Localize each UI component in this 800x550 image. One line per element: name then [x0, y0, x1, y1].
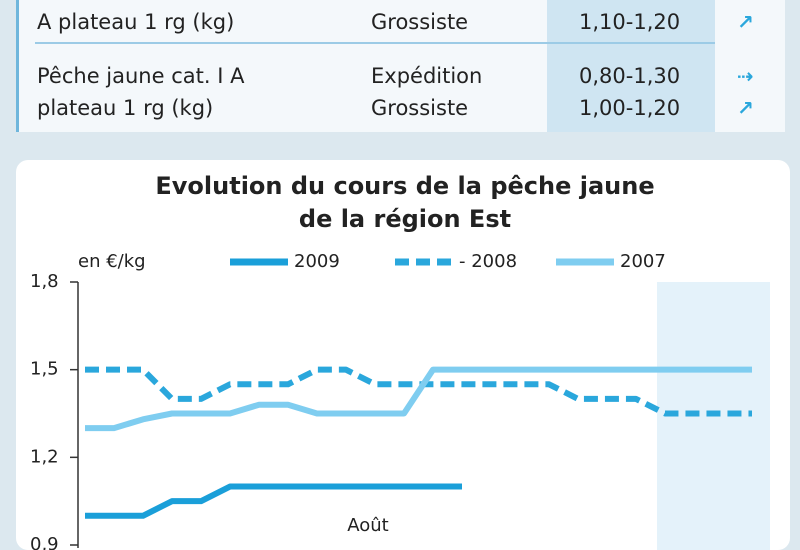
- trend-arrow: ↗: [737, 96, 754, 120]
- market: Grossiste: [371, 10, 469, 34]
- market: Expédition: [371, 64, 483, 88]
- y-tick-label: 1,8: [30, 271, 59, 292]
- row-separator: [35, 42, 715, 44]
- annotation: Août: [347, 515, 388, 536]
- legend-label: 2009: [294, 251, 340, 272]
- product: plateau 1 rg (kg): [37, 96, 214, 120]
- trend-arrow: ↗: [737, 10, 754, 34]
- chart-title: de la région Est: [299, 205, 511, 233]
- series-line: [85, 483, 462, 519]
- price-table: A plateau 1 rg (kg) Grossiste 1,10-1,20 …: [16, 0, 785, 132]
- product: Pêche jaune cat. I A: [37, 64, 245, 88]
- chart-title: Evolution du cours de la pêche jaune: [155, 172, 654, 200]
- y-tick-label: 0,9: [30, 534, 59, 550]
- product: A plateau 1 rg (kg): [37, 10, 235, 34]
- y-tick-label: 1,2: [30, 446, 59, 467]
- market: Grossiste: [371, 96, 469, 120]
- price-column: [547, 0, 715, 132]
- price: 1,00-1,20: [579, 96, 681, 120]
- price: 0,80-1,30: [579, 64, 681, 88]
- price: 1,10-1,20: [579, 10, 681, 34]
- legend-label: 2007: [620, 251, 666, 272]
- y-axis-label: en €/kg: [78, 251, 146, 272]
- legend-label: - 2008: [459, 251, 517, 272]
- series-line: [85, 366, 752, 432]
- trend-arrow: ⇢: [737, 64, 754, 88]
- y-tick-label: 1,5: [30, 359, 59, 380]
- chart-panel: [16, 160, 790, 550]
